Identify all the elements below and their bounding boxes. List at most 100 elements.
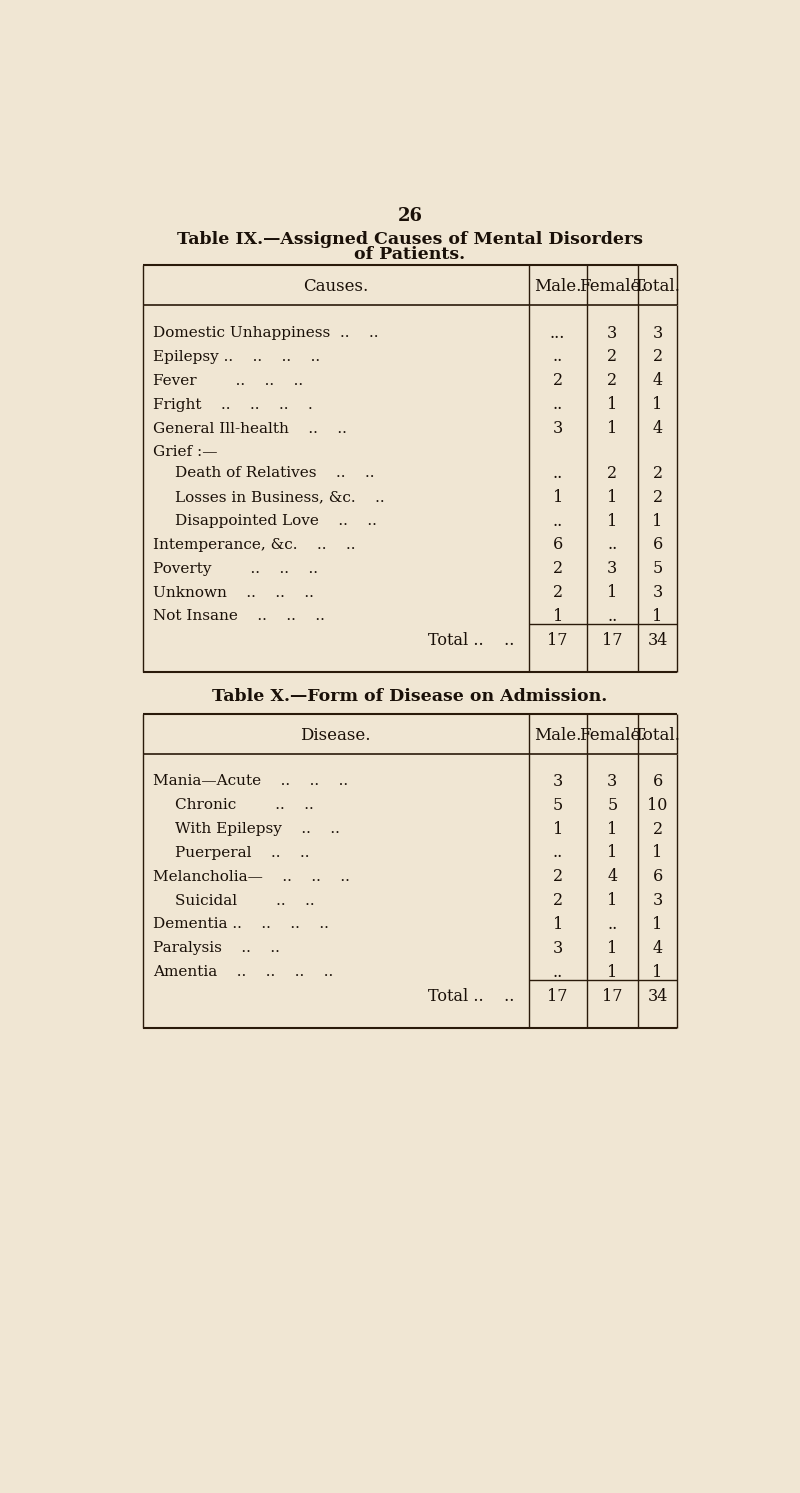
Text: 2: 2 bbox=[607, 372, 618, 390]
Text: 4: 4 bbox=[607, 869, 618, 885]
Text: Female.: Female. bbox=[579, 279, 646, 296]
Text: 1: 1 bbox=[607, 893, 618, 909]
Text: 2: 2 bbox=[607, 464, 618, 482]
Text: Fright    ..    ..    ..    .: Fright .. .. .. . bbox=[154, 397, 314, 412]
Text: Dementia ..    ..    ..    ..: Dementia .. .. .. .. bbox=[154, 918, 330, 932]
Text: 1: 1 bbox=[653, 396, 662, 414]
Text: 6: 6 bbox=[653, 536, 662, 554]
Text: 10: 10 bbox=[647, 797, 668, 814]
Text: ..: .. bbox=[553, 512, 562, 530]
Text: 2: 2 bbox=[553, 869, 562, 885]
Text: Grief :—: Grief :— bbox=[154, 445, 218, 460]
Text: Not Insane    ..    ..    ..: Not Insane .. .. .. bbox=[154, 609, 326, 624]
Text: 3: 3 bbox=[553, 773, 562, 790]
Text: Amentia    ..    ..    ..    ..: Amentia .. .. .. .. bbox=[154, 964, 334, 979]
Text: Total.: Total. bbox=[634, 279, 681, 296]
Text: 1: 1 bbox=[607, 488, 618, 506]
Text: 2: 2 bbox=[653, 488, 662, 506]
Text: 1: 1 bbox=[607, 512, 618, 530]
Text: Male.: Male. bbox=[534, 279, 582, 296]
Text: 1: 1 bbox=[607, 420, 618, 437]
Text: Domestic Unhappiness  ..    ..: Domestic Unhappiness .. .. bbox=[154, 325, 379, 340]
Text: 1: 1 bbox=[607, 396, 618, 414]
Text: 17: 17 bbox=[547, 632, 568, 649]
Text: 3: 3 bbox=[553, 941, 562, 957]
Text: 6: 6 bbox=[653, 869, 662, 885]
Text: Chronic        ..    ..: Chronic .. .. bbox=[175, 799, 314, 812]
Text: Paralysis    ..    ..: Paralysis .. .. bbox=[154, 942, 280, 956]
Text: Male.: Male. bbox=[534, 727, 582, 744]
Text: ..: .. bbox=[553, 845, 562, 861]
Text: ..: .. bbox=[553, 963, 562, 981]
Text: 1: 1 bbox=[607, 941, 618, 957]
Text: 3: 3 bbox=[653, 324, 662, 342]
Text: ..: .. bbox=[553, 396, 562, 414]
Text: Total ..    ..: Total .. .. bbox=[428, 632, 514, 649]
Text: 2: 2 bbox=[653, 348, 662, 366]
Text: 2: 2 bbox=[553, 372, 562, 390]
Text: ...: ... bbox=[550, 324, 566, 342]
Text: ..: .. bbox=[553, 348, 562, 366]
Text: 5: 5 bbox=[553, 797, 562, 814]
Text: Mania—Acute    ..    ..    ..: Mania—Acute .. .. .. bbox=[154, 775, 349, 788]
Text: 2: 2 bbox=[553, 560, 562, 578]
Text: 1: 1 bbox=[553, 917, 562, 933]
Text: 5: 5 bbox=[607, 797, 618, 814]
Text: 1: 1 bbox=[653, 608, 662, 626]
Text: Table X.—Form of Disease on Admission.: Table X.—Form of Disease on Admission. bbox=[212, 688, 608, 705]
Text: 2: 2 bbox=[553, 584, 562, 602]
Text: 26: 26 bbox=[398, 208, 422, 225]
Text: 6: 6 bbox=[653, 773, 662, 790]
Text: 3: 3 bbox=[653, 584, 662, 602]
Text: 3: 3 bbox=[607, 324, 618, 342]
Text: 34: 34 bbox=[647, 632, 668, 649]
Text: General Ill-health    ..    ..: General Ill-health .. .. bbox=[154, 421, 347, 436]
Text: ..: .. bbox=[607, 608, 618, 626]
Text: Causes.: Causes. bbox=[303, 279, 368, 296]
Text: 4: 4 bbox=[653, 941, 662, 957]
Text: 1: 1 bbox=[607, 845, 618, 861]
Text: 1: 1 bbox=[553, 821, 562, 838]
Text: 17: 17 bbox=[547, 987, 568, 1005]
Text: 34: 34 bbox=[647, 987, 668, 1005]
Text: 17: 17 bbox=[602, 632, 622, 649]
Text: 1: 1 bbox=[653, 845, 662, 861]
Text: 1: 1 bbox=[607, 584, 618, 602]
Text: 1: 1 bbox=[553, 608, 562, 626]
Text: 4: 4 bbox=[653, 372, 662, 390]
Text: Epilepsy ..    ..    ..    ..: Epilepsy .. .. .. .. bbox=[154, 349, 321, 364]
Text: Fever        ..    ..    ..: Fever .. .. .. bbox=[154, 373, 304, 388]
Text: 2: 2 bbox=[607, 348, 618, 366]
Text: 3: 3 bbox=[607, 560, 618, 578]
Text: 4: 4 bbox=[653, 420, 662, 437]
Text: ..: .. bbox=[607, 536, 618, 554]
Text: Table IX.—Assigned Causes of Mental Disorders: Table IX.—Assigned Causes of Mental Diso… bbox=[177, 231, 643, 248]
Text: 2: 2 bbox=[553, 893, 562, 909]
Text: 3: 3 bbox=[553, 420, 562, 437]
Text: 5: 5 bbox=[653, 560, 662, 578]
Text: 1: 1 bbox=[553, 488, 562, 506]
Text: 1: 1 bbox=[653, 512, 662, 530]
Text: Melancholia—    ..    ..    ..: Melancholia— .. .. .. bbox=[154, 870, 350, 884]
Text: Intemperance, &c.    ..    ..: Intemperance, &c. .. .. bbox=[154, 537, 356, 552]
Text: Total.: Total. bbox=[634, 727, 681, 744]
Text: 1: 1 bbox=[653, 963, 662, 981]
Text: 3: 3 bbox=[653, 893, 662, 909]
Text: Death of Relatives    ..    ..: Death of Relatives .. .. bbox=[175, 466, 374, 481]
Text: 1: 1 bbox=[607, 963, 618, 981]
Text: Female.: Female. bbox=[579, 727, 646, 744]
Text: Poverty        ..    ..    ..: Poverty .. .. .. bbox=[154, 561, 318, 576]
Text: With Epilepsy    ..    ..: With Epilepsy .. .. bbox=[175, 823, 340, 836]
Text: 3: 3 bbox=[607, 773, 618, 790]
Text: 2: 2 bbox=[653, 464, 662, 482]
Text: Total ..    ..: Total .. .. bbox=[428, 987, 514, 1005]
Text: Puerperal    ..    ..: Puerperal .. .. bbox=[175, 847, 310, 860]
Text: Losses in Business, &c.    ..: Losses in Business, &c. .. bbox=[175, 490, 385, 505]
Text: 1: 1 bbox=[607, 821, 618, 838]
Text: 2: 2 bbox=[653, 821, 662, 838]
Text: Suicidal        ..    ..: Suicidal .. .. bbox=[175, 894, 315, 908]
Text: of Patients.: of Patients. bbox=[354, 246, 466, 263]
Text: Disappointed Love    ..    ..: Disappointed Love .. .. bbox=[175, 514, 377, 529]
Text: ..: .. bbox=[553, 464, 562, 482]
Text: ..: .. bbox=[607, 917, 618, 933]
